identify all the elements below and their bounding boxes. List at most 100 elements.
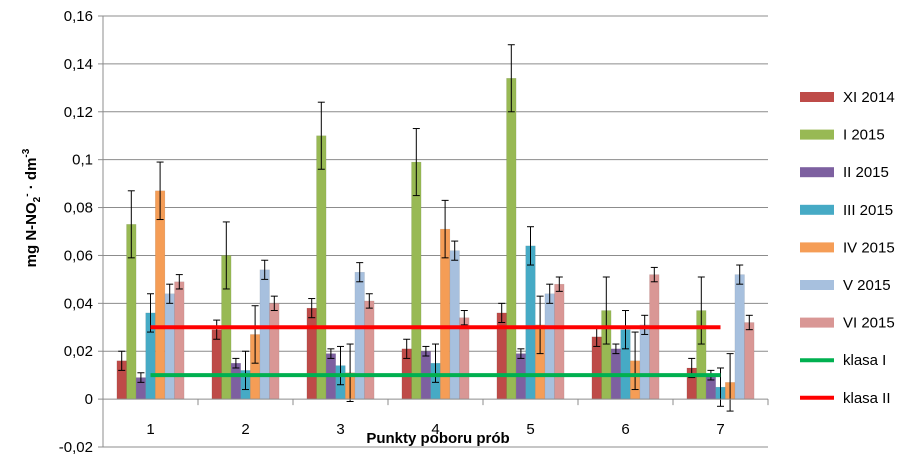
error-bar [261,259,269,280]
y-tick-label: 0,08 [64,200,93,217]
legend-item: III 2015 [800,202,893,219]
legend-swatch [800,280,834,290]
error-bar [451,240,459,261]
reference-lines [150,325,721,378]
error-bar [546,283,554,304]
bar [506,78,517,400]
error-bar [337,345,344,386]
error-bar [612,343,620,355]
error-bar [232,357,240,369]
y-tick-label: -0,02 [59,439,93,456]
y-tick-label: 0,04 [64,295,93,312]
y-tick-label: 0,16 [64,8,93,25]
error-bar [308,298,316,319]
y-tick-label: 0,1 [72,152,93,169]
x-tick-label: 1 [146,421,154,438]
x-axis-title: Punkty poboru prób [366,430,509,447]
bar [744,322,755,400]
legend-item: XI 2014 [800,89,895,106]
legend-item: IV 2015 [800,239,895,256]
error-bar [213,319,221,340]
legend-swatch [800,204,834,215]
bar [269,303,280,400]
error-bar [251,305,259,364]
error-bar [222,221,230,290]
y-axis-ticks: -0,02 0 0,02 0,04 0,06 0,08 0,1 0,12 0,14 0,16 [59,8,103,456]
error-bar [242,350,249,391]
legend-item: V 2015 [800,277,891,294]
legend-label: II 2015 [843,164,889,181]
bar [544,293,555,400]
axes [102,16,768,447]
error-bar [346,343,354,403]
bar [306,307,317,400]
legend-swatch [800,242,834,253]
bar [230,362,241,400]
error-bar [631,331,639,391]
error-bar [602,276,610,345]
y-tick-label: 0 [85,391,93,408]
error-bar [137,372,145,383]
error-bar [460,310,468,326]
error-bar [118,350,126,371]
bar [459,317,470,400]
bar [174,281,185,400]
error-bar [166,283,174,304]
error-bar [726,353,734,412]
bar [364,300,375,400]
x-tick-label: 6 [621,421,629,438]
error-bar [527,226,534,266]
legend-item: klasa II [800,390,891,407]
legend-item: II 2015 [800,164,889,181]
y-tick-label: 0,14 [64,56,93,73]
legend-swatch [800,129,834,140]
error-bar [555,276,563,292]
error-bar [745,314,753,331]
bar [649,274,660,400]
x-tick-label: 4 [431,421,439,438]
legend-label: klasa I [843,352,886,369]
error-bar [127,190,135,259]
legend-item: VI 2015 [800,315,895,332]
error-bar [365,293,373,309]
error-bar [650,266,658,283]
legend-swatch [800,317,834,328]
y-tick-label: 0,02 [64,343,93,360]
error-bar [536,295,544,355]
x-tick-label: 7 [716,421,724,438]
legend-label: IV 2015 [843,239,895,256]
error-bar [517,348,525,359]
legend-label: V 2015 [843,277,891,294]
error-bar [403,338,411,359]
legend-label: XI 2014 [843,89,895,106]
error-bar [697,276,705,345]
bar [639,324,650,400]
x-axis-ticks: 1 2 3 4 5 6 7 [102,399,769,438]
error-bar [156,161,164,221]
bar [164,293,175,400]
legend-label: I 2015 [843,127,885,144]
error-bar [412,128,420,197]
error-bar [622,310,629,350]
bar [354,271,365,400]
error-bar [441,199,449,259]
legend: XI 2014 I 2015 II 2015 III 2015 IV 2015 V 201… [800,89,895,407]
error-bar [498,302,506,323]
error-bar [356,262,364,283]
error-bar [317,101,325,170]
bar [316,135,327,400]
x-tick-label: 3 [336,421,344,438]
legend-label: VI 2015 [843,315,895,332]
x-tick-label: 2 [241,421,249,438]
error-bar [327,348,335,359]
legend-item: I 2015 [800,127,885,144]
error-bar [175,274,183,290]
bar [734,274,745,400]
y-axis-title: mg N-NO2- · dm-3 [21,148,43,267]
error-bar [736,264,744,285]
legend-swatch [800,167,834,178]
bar [211,329,222,400]
bar [411,161,422,400]
y-tick-label: 0,12 [64,104,93,121]
error-bar [270,295,278,312]
